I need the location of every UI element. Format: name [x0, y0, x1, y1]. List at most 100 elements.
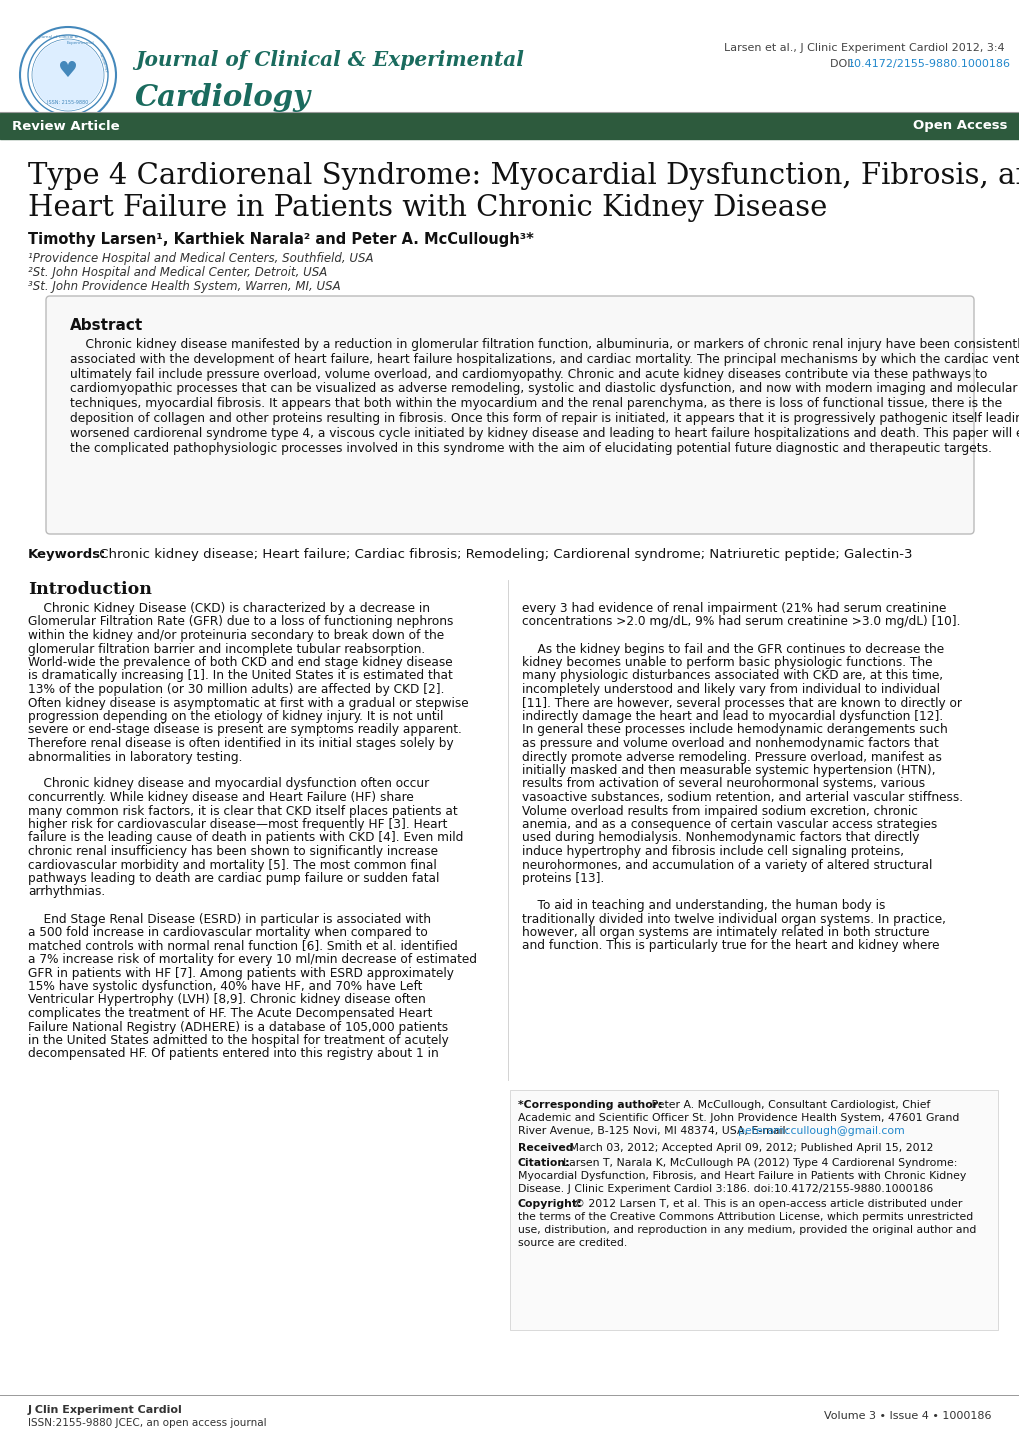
Bar	[510, 1090, 997, 1330]
Text: Keywords:: Keywords:	[28, 548, 106, 561]
Text: Therefore renal disease is often identified in its initial stages solely by: Therefore renal disease is often identif…	[28, 737, 453, 750]
Text: cardiomyopathic processes that can be visualized as adverse remodeling, systolic: cardiomyopathic processes that can be vi…	[70, 382, 1017, 395]
Text: Peter A. McCullough, Consultant Cardiologist, Chief: Peter A. McCullough, Consultant Cardiolo…	[647, 1100, 929, 1110]
Text: traditionally divided into twelve individual organ systems. In practice,: traditionally divided into twelve indivi…	[522, 913, 945, 926]
Text: directly promote adverse remodeling. Pressure overload, manifest as: directly promote adverse remodeling. Pre…	[522, 750, 941, 763]
Text: Review Article: Review Article	[12, 120, 119, 133]
Text: results from activation of several neurohormonal systems, various: results from activation of several neuro…	[522, 777, 924, 790]
Text: induce hypertrophy and fibrosis include cell signaling proteins,: induce hypertrophy and fibrosis include …	[522, 845, 903, 858]
Text: Cardiology: Cardiology	[135, 84, 311, 112]
Text: Volume overload results from impaired sodium excretion, chronic: Volume overload results from impaired so…	[522, 805, 917, 818]
Text: 10.4172/2155-9880.1000186: 10.4172/2155-9880.1000186	[847, 59, 1010, 69]
Text: kidney becomes unable to perform basic physiologic functions. The: kidney becomes unable to perform basic p…	[522, 656, 931, 669]
Text: Larsen T, Narala K, McCullough PA (2012) Type 4 Cardiorenal Syndrome:: Larsen T, Narala K, McCullough PA (2012)…	[562, 1158, 957, 1168]
Text: ultimately fail include pressure overload, volume overload, and cardiomyopathy. : ultimately fail include pressure overloa…	[70, 368, 986, 381]
Text: [11]. There are however, several processes that are known to directly or: [11]. There are however, several process…	[522, 696, 961, 709]
Text: Cardiology: Cardiology	[97, 52, 109, 74]
Text: pathways leading to death are cardiac pump failure or sudden fatal: pathways leading to death are cardiac pu…	[28, 872, 439, 885]
Text: Failure National Registry (ADHERE) is a database of 105,000 patients: Failure National Registry (ADHERE) is a …	[28, 1021, 447, 1034]
Text: many common risk factors, it is clear that CKD itself places patients at: many common risk factors, it is clear th…	[28, 805, 458, 818]
Text: Type 4 Cardiorenal Syndrome: Myocardial Dysfunction, Fibrosis, and: Type 4 Cardiorenal Syndrome: Myocardial …	[28, 162, 1019, 190]
Text: the complicated pathophysiologic processes involved in this syndrome with the ai: the complicated pathophysiologic process…	[70, 441, 991, 454]
Text: *Corresponding author:: *Corresponding author:	[518, 1100, 662, 1110]
Text: J Clin Experiment Cardiol: J Clin Experiment Cardiol	[28, 1405, 182, 1415]
Text: Myocardial Dysfunction, Fibrosis, and Heart Failure in Patients with Chronic Kid: Myocardial Dysfunction, Fibrosis, and He…	[518, 1171, 965, 1181]
Text: abnormalities in laboratory testing.: abnormalities in laboratory testing.	[28, 750, 243, 763]
Text: higher risk for cardiovascular disease—most frequently HF [3]. Heart: higher risk for cardiovascular disease—m…	[28, 818, 447, 831]
Text: Journal of Clinical &: Journal of Clinical &	[38, 35, 77, 39]
Text: Citation:: Citation:	[518, 1158, 570, 1168]
Text: Received: Received	[518, 1144, 573, 1154]
Text: Volume 3 • Issue 4 • 1000186: Volume 3 • Issue 4 • 1000186	[823, 1412, 991, 1420]
Text: ISSN: 2155-9880: ISSN: 2155-9880	[47, 101, 89, 105]
Text: World-wide the prevalence of both CKD and end stage kidney disease: World-wide the prevalence of both CKD an…	[28, 656, 452, 669]
Text: many physiologic disturbances associated with CKD are, at this time,: many physiologic disturbances associated…	[522, 669, 943, 682]
Text: © 2012 Larsen T, et al. This is an open-access article distributed under: © 2012 Larsen T, et al. This is an open-…	[574, 1198, 962, 1208]
Text: To aid in teaching and understanding, the human body is: To aid in teaching and understanding, th…	[522, 898, 884, 911]
Text: Timothy Larsen¹, Karthiek Narala² and Peter A. McCullough³*: Timothy Larsen¹, Karthiek Narala² and Pe…	[28, 232, 533, 247]
Text: initially masked and then measurable systemic hypertension (HTN),: initially masked and then measurable sys…	[522, 764, 934, 777]
Text: techniques, myocardial fibrosis. It appears that both within the myocardium and : techniques, myocardial fibrosis. It appe…	[70, 397, 1001, 410]
Text: severe or end-stage disease is present are symptoms readily apparent.: severe or end-stage disease is present a…	[28, 724, 462, 737]
Text: vasoactive substances, sodium retention, and arterial vascular stiffness.: vasoactive substances, sodium retention,…	[522, 792, 962, 805]
Text: matched controls with normal renal function [6]. Smith et al. identified: matched controls with normal renal funct…	[28, 940, 458, 953]
Text: is dramatically increasing [1]. In the United States it is estimated that: is dramatically increasing [1]. In the U…	[28, 669, 452, 682]
Text: proteins [13].: proteins [13].	[522, 872, 603, 885]
Text: concurrently. While kidney disease and Heart Failure (HF) share: concurrently. While kidney disease and H…	[28, 792, 414, 805]
Text: within the kidney and/or proteinuria secondary to break down of the: within the kidney and/or proteinuria sec…	[28, 629, 443, 642]
Text: concentrations >2.0 mg/dL, 9% had serum creatinine >3.0 mg/dL) [10].: concentrations >2.0 mg/dL, 9% had serum …	[522, 616, 960, 629]
Text: chronic renal insufficiency has been shown to significantly increase: chronic renal insufficiency has been sho…	[28, 845, 437, 858]
Text: incompletely understood and likely vary from individual to individual: incompletely understood and likely vary …	[522, 684, 940, 696]
Text: Larsen et al., J Clinic Experiment Cardiol 2012, 3:4: Larsen et al., J Clinic Experiment Cardi…	[723, 43, 1004, 53]
Text: Experimental: Experimental	[66, 40, 94, 45]
Text: progression depending on the etiology of kidney injury. It is not until: progression depending on the etiology of…	[28, 709, 443, 722]
Text: anemia, and as a consequence of certain vascular access strategies: anemia, and as a consequence of certain …	[522, 818, 936, 831]
Text: March 03, 2012; Accepted April 09, 2012; Published April 15, 2012: March 03, 2012; Accepted April 09, 2012;…	[566, 1144, 932, 1154]
Text: Introduction: Introduction	[28, 581, 152, 598]
Text: Journal of Clinical & Experimental: Journal of Clinical & Experimental	[135, 50, 524, 71]
Text: peteramccullough@gmail.com: peteramccullough@gmail.com	[738, 1126, 905, 1136]
Text: used during hemodialysis. Nonhemodynamic factors that directly: used during hemodialysis. Nonhemodynamic…	[522, 832, 918, 845]
Text: Heart Failure in Patients with Chronic Kidney Disease: Heart Failure in Patients with Chronic K…	[28, 195, 826, 222]
Text: a 7% increase risk of mortality for every 10 ml/min decrease of estimated: a 7% increase risk of mortality for ever…	[28, 953, 477, 966]
Text: DOI:: DOI:	[829, 59, 857, 69]
Text: Abstract: Abstract	[70, 319, 143, 333]
Text: 15% have systolic dysfunction, 40% have HF, and 70% have Left: 15% have systolic dysfunction, 40% have …	[28, 981, 422, 994]
Text: Chronic kidney disease and myocardial dysfunction often occur: Chronic kidney disease and myocardial dy…	[28, 777, 429, 790]
Text: End Stage Renal Disease (ESRD) in particular is associated with: End Stage Renal Disease (ESRD) in partic…	[28, 913, 431, 926]
Text: cardiovascular morbidity and mortality [5]. The most common final: cardiovascular morbidity and mortality […	[28, 858, 436, 871]
FancyBboxPatch shape	[46, 296, 973, 534]
Text: as pressure and volume overload and nonhemodynamic factors that: as pressure and volume overload and nonh…	[522, 737, 937, 750]
Text: use, distribution, and reproduction in any medium, provided the original author : use, distribution, and reproduction in a…	[518, 1226, 975, 1234]
Text: ISSN:2155-9880 JCEC, an open access journal: ISSN:2155-9880 JCEC, an open access jour…	[28, 1417, 266, 1428]
Text: Chronic kidney disease manifested by a reduction in glomerular filtration functi: Chronic kidney disease manifested by a r…	[70, 337, 1019, 350]
Text: ¹Providence Hospital and Medical Centers, Southfield, USA: ¹Providence Hospital and Medical Centers…	[28, 252, 373, 265]
Text: GFR in patients with HF [7]. Among patients with ESRD approximately: GFR in patients with HF [7]. Among patie…	[28, 966, 453, 979]
Text: 13% of the population (or 30 million adults) are affected by CKD [2].: 13% of the population (or 30 million adu…	[28, 684, 444, 696]
Text: Often kidney disease is asymptomatic at first with a gradual or stepwise: Often kidney disease is asymptomatic at …	[28, 696, 468, 709]
Text: a 500 fold increase in cardiovascular mortality when compared to: a 500 fold increase in cardiovascular mo…	[28, 926, 427, 939]
Text: the terms of the Creative Commons Attribution License, which permits unrestricte: the terms of the Creative Commons Attrib…	[518, 1211, 972, 1221]
Text: complicates the treatment of HF. The Acute Decompensated Heart: complicates the treatment of HF. The Acu…	[28, 1007, 432, 1019]
Text: Chronic kidney disease; Heart failure; Cardiac fibrosis; Remodeling; Cardiorenal: Chronic kidney disease; Heart failure; C…	[95, 548, 912, 561]
Text: deposition of collagen and other proteins resulting in fibrosis. Once this form : deposition of collagen and other protein…	[70, 412, 1019, 425]
Text: Chronic Kidney Disease (CKD) is characterized by a decrease in: Chronic Kidney Disease (CKD) is characte…	[28, 601, 430, 614]
Text: River Avenue, B-125 Novi, MI 48374, USA, E-mail:: River Avenue, B-125 Novi, MI 48374, USA,…	[518, 1126, 792, 1136]
Text: source are credited.: source are credited.	[518, 1239, 627, 1247]
Text: every 3 had evidence of renal impairment (21% had serum creatinine: every 3 had evidence of renal impairment…	[522, 601, 946, 614]
Text: ²St. John Hospital and Medical Center, Detroit, USA: ²St. John Hospital and Medical Center, D…	[28, 265, 327, 278]
Circle shape	[33, 40, 103, 110]
Text: indirectly damage the heart and lead to myocardial dysfunction [12].: indirectly damage the heart and lead to …	[522, 709, 943, 722]
Text: associated with the development of heart failure, heart failure hospitalizations: associated with the development of heart…	[70, 353, 1019, 366]
Text: worsened cardiorenal syndrome type 4, a viscous cycle initiated by kidney diseas: worsened cardiorenal syndrome type 4, a …	[70, 427, 1019, 440]
Text: decompensated HF. Of patients entered into this registry about 1 in: decompensated HF. Of patients entered in…	[28, 1047, 438, 1060]
Text: Glomerular Filtration Rate (GFR) due to a loss of functioning nephrons: Glomerular Filtration Rate (GFR) due to …	[28, 616, 452, 629]
Bar	[0, 112, 1019, 138]
Text: in the United States admitted to the hospital for treatment of acutely: in the United States admitted to the hos…	[28, 1034, 448, 1047]
Text: ♥: ♥	[58, 61, 77, 81]
Text: Ventricular Hypertrophy (LVH) [8,9]. Chronic kidney disease often: Ventricular Hypertrophy (LVH) [8,9]. Chr…	[28, 994, 425, 1007]
Text: Copyright:: Copyright:	[518, 1198, 582, 1208]
Text: neurohormones, and accumulation of a variety of altered structural: neurohormones, and accumulation of a var…	[522, 858, 931, 871]
Text: glomerular filtration barrier and incomplete tubular reabsorption.: glomerular filtration barrier and incomp…	[28, 643, 425, 656]
Text: As the kidney begins to fail and the GFR continues to decrease the: As the kidney begins to fail and the GFR…	[522, 643, 944, 656]
